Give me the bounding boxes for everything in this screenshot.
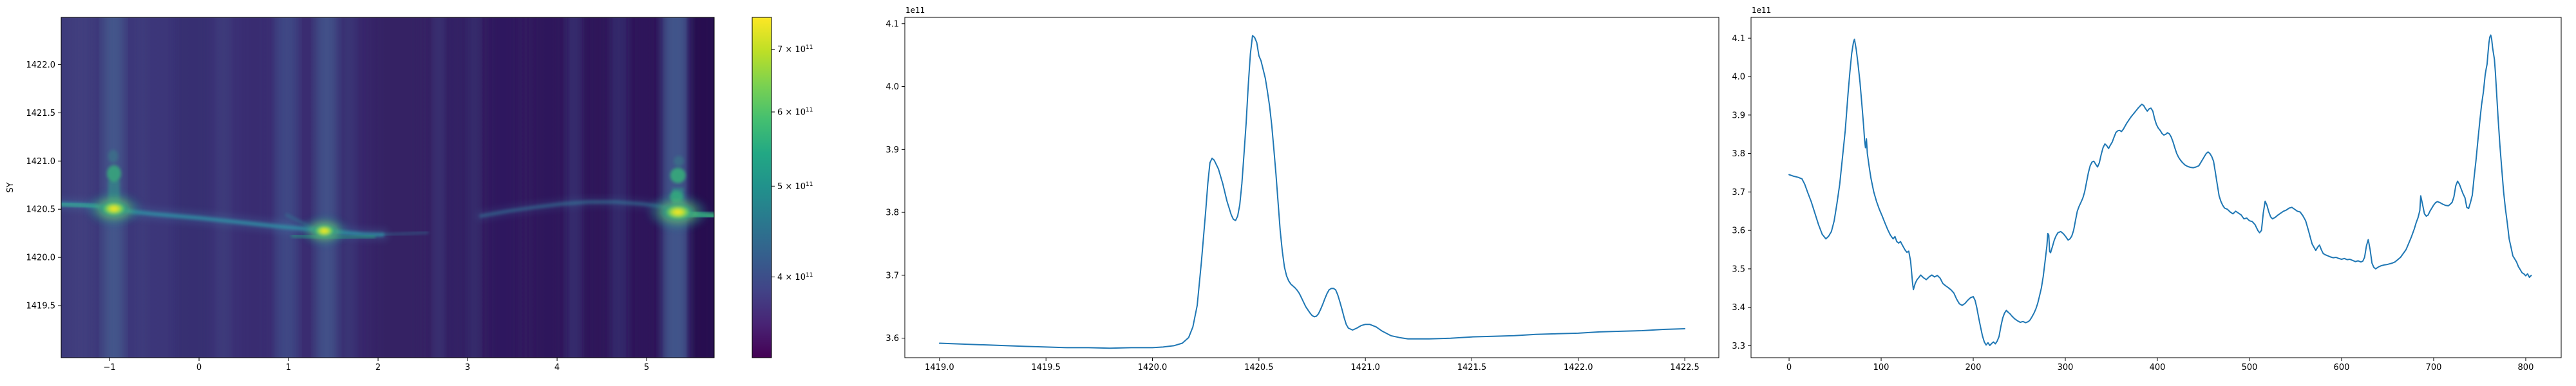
spectrum-axes: 1419.0 1419.5 1420.0 1420.5 1421.0 1421.5 1422… xyxy=(886,17,1719,372)
heatmap-x-tick-label: 4 xyxy=(554,363,560,372)
spectrum-spines xyxy=(904,17,1719,358)
heatmap-stripe xyxy=(136,17,148,358)
timeseries-axes: 0 100 200 300 400 500 600 700 800 3.3 3.4 3.5 3.6 3.7… xyxy=(1732,17,2562,372)
heatmap-y-tick-label: 1419.5 xyxy=(26,302,56,311)
timeseries-y-tick-label: 3.3 xyxy=(1732,342,1745,351)
spectrum-line xyxy=(938,35,1686,349)
heatmap-ylabel: SY xyxy=(6,182,15,192)
spectrum-y-tick-label: 4.1 xyxy=(886,19,899,29)
heatmap-stripe xyxy=(533,17,564,358)
heatmap-stripe xyxy=(372,17,421,358)
heatmap-y-tick-label: 1420.0 xyxy=(26,253,56,263)
heatmap-stripe xyxy=(216,17,230,358)
timeseries-y-tick-label: 3.8 xyxy=(1732,149,1745,159)
spectrum-x-tick-label: 1419.5 xyxy=(1031,363,1061,372)
timeseries-x-tick-label: 0 xyxy=(1786,363,1792,372)
timeseries-x-tick-label: 100 xyxy=(1873,363,1889,372)
heatmap-hotspot xyxy=(659,201,697,223)
spectrum-x-tick-label: 1420.0 xyxy=(1138,363,1168,372)
timeseries-y-tick-label: 4.0 xyxy=(1732,73,1745,82)
timeseries-y-tick-label: 3.5 xyxy=(1732,264,1745,274)
heatmap-stripe xyxy=(174,17,210,358)
timeseries-y-tick-label: 3.7 xyxy=(1732,188,1745,198)
heatmap-stripe xyxy=(631,17,658,358)
heatmap-stripe xyxy=(565,17,582,358)
heatmap-x-tick-label: 5 xyxy=(644,363,649,372)
timeseries-x-tick-label: 400 xyxy=(2150,363,2166,372)
timeseries-x-tick-label: 200 xyxy=(1965,363,1982,372)
heatmap-x-tick-label: 1 xyxy=(286,363,291,372)
timeseries-x-tick-label: 800 xyxy=(2518,363,2534,372)
heatmap-knot xyxy=(674,156,685,167)
timeseries-line xyxy=(1788,34,2532,346)
timeseries-y-tick-label: 3.6 xyxy=(1732,226,1745,236)
heatmap-x-tick-label: 0 xyxy=(196,363,202,372)
spectrum-y-tick-label: 3.8 xyxy=(886,208,899,218)
timeseries-y-tick-label: 4.1 xyxy=(1732,34,1745,44)
heatmap-y-tick-label: 1421.0 xyxy=(26,157,56,167)
spectrum-y-tick-label: 3.9 xyxy=(886,145,899,155)
spectrum-offset-label: 1e11 xyxy=(905,6,925,15)
colorbar-tick-label: 7 × 1011 xyxy=(777,44,813,55)
heatmap-x-tick-label: 3 xyxy=(465,363,470,372)
colorbar-outline xyxy=(752,17,772,358)
spectrum-y-tick-label: 3.7 xyxy=(886,271,899,280)
heatmap-stripe xyxy=(276,17,298,358)
spectrum-x-tick-label: 1422.0 xyxy=(1564,363,1593,372)
heatmap-hotspot xyxy=(97,199,131,219)
heatmap-stripe xyxy=(69,17,92,358)
heatmap-axes: −1 0 1 2 3 4 5 1419.5 1420.0 1420.5 1421.0 1421.5 14… xyxy=(26,17,715,372)
heatmap-stripe xyxy=(609,17,629,358)
heatmap-knot xyxy=(107,165,122,182)
spectrum-x-tick-label: 1422.5 xyxy=(1670,363,1700,372)
timeseries-y-tick-label: 3.4 xyxy=(1732,303,1745,313)
heatmap-stripe xyxy=(586,17,609,358)
colorbar xyxy=(752,17,772,358)
heatmap-knot xyxy=(670,167,686,183)
heatmap-x-tick-label: 2 xyxy=(375,363,381,372)
heatmap-y-tick-label: 1422.0 xyxy=(26,60,56,70)
heatmap-stripe xyxy=(691,17,714,358)
heatmap-stripe xyxy=(342,17,356,358)
heatmap-ridge xyxy=(381,230,429,237)
heatmap-y-tick-label: 1421.5 xyxy=(26,109,56,118)
heatmap-stripe xyxy=(448,17,468,358)
timeseries-x-tick-label: 500 xyxy=(2242,363,2258,372)
timeseries-x-tick-label: 300 xyxy=(2058,363,2074,372)
heatmap-y-tick-label: 1420.5 xyxy=(26,205,56,215)
colorbar-tick-label: 4 × 1011 xyxy=(777,272,813,282)
heatmap-x-tick-label: −1 xyxy=(103,363,115,372)
timeseries-spines xyxy=(1750,17,2562,358)
heatmap-spines xyxy=(61,17,715,358)
colorbar-tick-label: 6 × 1011 xyxy=(777,107,813,118)
timeseries-x-tick-label: 600 xyxy=(2334,363,2350,372)
spectrum-x-tick-label: 1419.0 xyxy=(925,363,954,372)
spectrum-x-tick-label: 1420.5 xyxy=(1244,363,1274,372)
heatmap-stripe xyxy=(468,17,480,358)
heatmap-stripe xyxy=(239,17,269,358)
heatmap-knot xyxy=(108,149,118,163)
heatmap-hotspot xyxy=(310,222,339,239)
timeseries-x-tick-label: 700 xyxy=(2426,363,2442,372)
timeseries-y-tick-label: 3.9 xyxy=(1732,111,1745,120)
heatmap-image xyxy=(61,17,714,358)
heatmap-stripe xyxy=(433,17,444,358)
spectrum-x-tick-label: 1421.5 xyxy=(1457,363,1487,372)
spectrum-x-tick-label: 1421.0 xyxy=(1350,363,1380,372)
spectrum-y-tick-label: 4.0 xyxy=(886,82,899,92)
heatmap-stripe xyxy=(488,17,519,358)
colorbar-tick-label: 5 × 1011 xyxy=(777,181,813,192)
spectrum-y-tick-label: 3.6 xyxy=(886,334,899,344)
timeseries-offset-label: 1e11 xyxy=(1752,6,1771,15)
heatmap-stripe xyxy=(661,17,690,358)
heatmap-stripe xyxy=(315,17,338,358)
